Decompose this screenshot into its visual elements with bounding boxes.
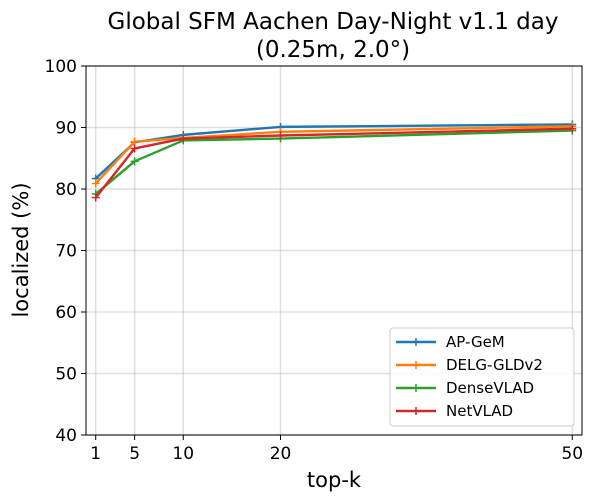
- data-point: [91, 193, 100, 202]
- data-point: [130, 137, 139, 146]
- y-tick-label: 100: [45, 57, 77, 77]
- y-tick-label: 60: [55, 303, 77, 323]
- x-tick-label: 10: [172, 444, 194, 464]
- chart-subtitle: (0.25m, 2.0°): [256, 37, 410, 63]
- x-tick-label: 20: [270, 444, 292, 464]
- legend-item: DELG-GLDv2: [396, 356, 543, 374]
- data-point: [130, 144, 139, 153]
- legend: AP-GeM DELG-GLDv2 DenseVLAD NetVLAD: [389, 327, 575, 427]
- data-point: [91, 179, 100, 188]
- legend-box: [389, 327, 575, 427]
- legend-label: DenseVLAD: [446, 379, 534, 397]
- y-ticks: 40 50 60 70 80 90 100: [45, 57, 86, 446]
- series-layer: [91, 120, 577, 202]
- legend-label: DELG-GLDv2: [446, 356, 543, 374]
- data-point: [130, 157, 139, 166]
- x-ticks: 1 5 10 20 50: [90, 435, 583, 464]
- x-tick-label: 50: [561, 444, 583, 464]
- chart-title: Global SFM Aachen Day-Night v1.1 day: [108, 9, 559, 35]
- data-point: [568, 124, 577, 133]
- y-tick-label: 80: [55, 180, 77, 200]
- y-tick-label: 90: [55, 119, 77, 139]
- x-axis-label: top-k: [307, 468, 362, 492]
- y-tick-label: 50: [55, 365, 77, 385]
- x-tick-label: 1: [90, 444, 101, 464]
- y-axis-label: localized (%): [9, 182, 33, 317]
- series-netvlad: [91, 124, 577, 202]
- y-tick-label: 40: [55, 426, 77, 446]
- y-tick-label: 70: [55, 242, 77, 262]
- x-tick-label: 5: [129, 444, 140, 464]
- legend-item: NetVLAD: [396, 402, 513, 420]
- data-point: [179, 134, 188, 143]
- data-point: [276, 131, 285, 140]
- legend-label: AP-GeM: [446, 333, 505, 351]
- legend-label: NetVLAD: [446, 402, 513, 420]
- legend-item: AP-GeM: [396, 333, 505, 351]
- legend-item: DenseVLAD: [396, 379, 534, 397]
